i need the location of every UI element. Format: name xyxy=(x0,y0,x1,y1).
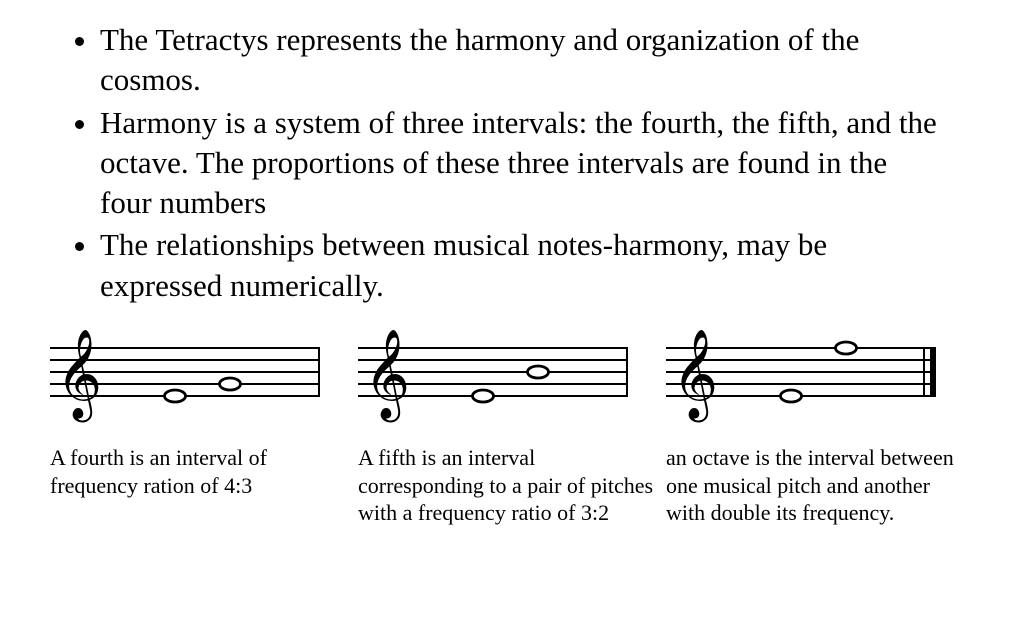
figures-row: 𝄞 A fourth is an interval of frequency r… xyxy=(40,326,984,527)
figure-fifth: 𝄞 A fifth is an interval corresponding t… xyxy=(358,326,666,527)
bullet-item: The relationships between musical notes-… xyxy=(100,225,944,306)
figure-fourth: 𝄞 A fourth is an interval of frequency r… xyxy=(50,326,358,527)
caption-octave: an octave is the interval between one mu… xyxy=(666,444,974,527)
svg-text:𝄞: 𝄞 xyxy=(56,330,102,423)
music-staff-octave: 𝄞 xyxy=(666,326,936,426)
slide: The Tetractys represents the harmony and… xyxy=(0,0,1024,640)
music-staff-fifth: 𝄞 xyxy=(358,326,628,426)
figure-octave: 𝄞 an octave is the interval between one … xyxy=(666,326,974,527)
svg-text:𝄞: 𝄞 xyxy=(672,330,718,423)
music-staff-fourth: 𝄞 xyxy=(50,326,320,426)
bullet-list: The Tetractys represents the harmony and… xyxy=(70,20,984,306)
caption-fourth: A fourth is an interval of frequency rat… xyxy=(50,444,358,499)
svg-text:𝄞: 𝄞 xyxy=(364,330,410,423)
bullet-item: Harmony is a system of three intervals: … xyxy=(100,103,944,224)
bullet-item: The Tetractys represents the harmony and… xyxy=(100,20,944,101)
caption-fifth: A fifth is an interval corresponding to … xyxy=(358,444,666,527)
